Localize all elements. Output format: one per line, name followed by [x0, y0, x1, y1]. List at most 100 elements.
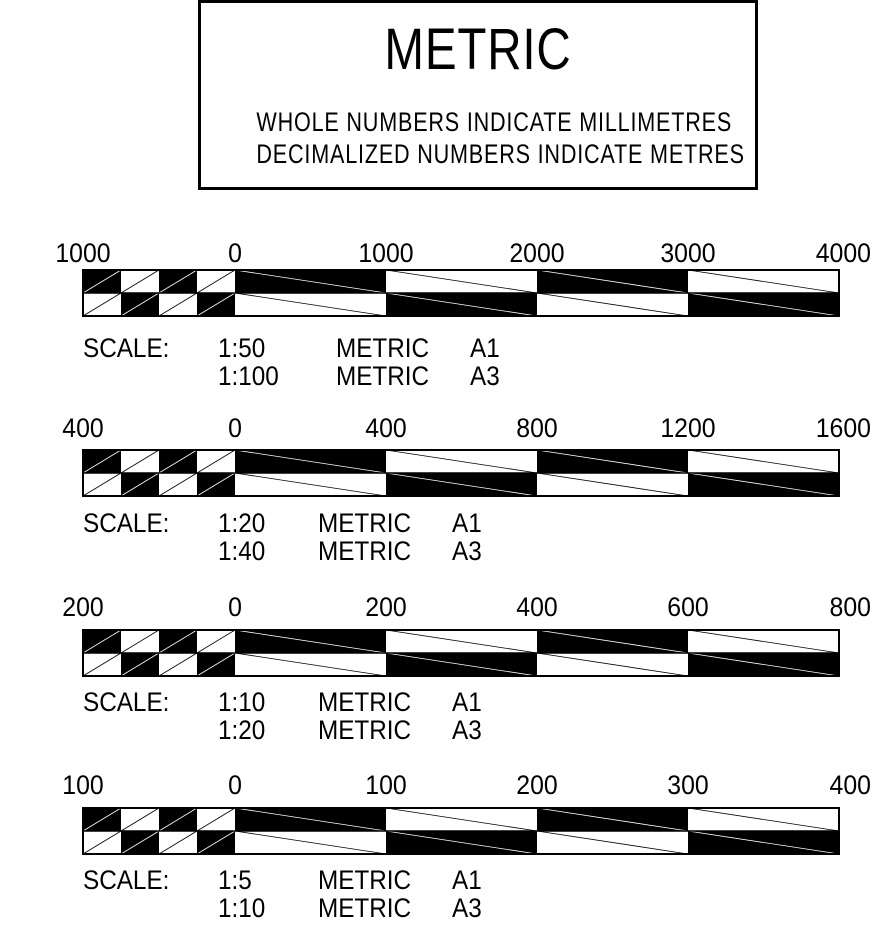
tick-label: 400 — [516, 593, 557, 622]
hatch-line — [536, 652, 689, 677]
hatch-line — [82, 807, 122, 832]
tick-label: 300 — [667, 771, 708, 800]
hatch-line — [82, 269, 122, 294]
scale-system: METRIC — [318, 716, 411, 745]
hatch-line — [158, 807, 198, 832]
tick-label: 1200 — [660, 414, 715, 443]
hatch-line — [687, 807, 840, 832]
sheet-size: A1 — [452, 866, 482, 895]
scale-label: SCALE: — [83, 866, 169, 895]
hatch-line — [536, 472, 689, 497]
scale-label: SCALE: — [83, 334, 169, 363]
scale-ratio: 1:50 — [218, 334, 265, 363]
sheet-size: A3 — [470, 362, 500, 391]
hatch-line — [687, 629, 840, 654]
hatch-line — [120, 449, 160, 474]
scale-system: METRIC — [318, 688, 411, 717]
tick-label: 400 — [830, 771, 871, 800]
hatch-line — [120, 292, 160, 317]
tick-label: 2000 — [509, 239, 564, 268]
hatch-line — [120, 629, 160, 654]
scale-system: METRIC — [336, 334, 429, 363]
tick-label: 800 — [830, 593, 871, 622]
scale-system: METRIC — [318, 537, 411, 566]
hatch-line — [687, 269, 840, 294]
hatch-line — [234, 830, 387, 855]
hatch-line — [196, 292, 236, 317]
hatch-line — [536, 269, 689, 294]
scale-label: SCALE: — [83, 688, 169, 717]
hatch-line — [82, 472, 122, 497]
hatch-line — [687, 292, 840, 317]
tick-label: 200 — [365, 593, 406, 622]
tick-label: 1000 — [358, 239, 413, 268]
sheet-size: A1 — [452, 509, 482, 538]
hatch-line — [158, 472, 198, 497]
hatch-line — [536, 292, 689, 317]
sheet-size: A3 — [452, 716, 482, 745]
header-line-millimetres: WHOLE NUMBERS INDICATE MILLIMETRES — [256, 107, 733, 137]
tick-label: 400 — [365, 414, 406, 443]
sheet-size: A1 — [452, 688, 482, 717]
hatch-line — [687, 652, 840, 677]
hatch-line — [234, 652, 387, 677]
scale-ratio: 1:20 — [218, 509, 265, 538]
hatch-line — [120, 269, 160, 294]
hatch-line — [196, 472, 236, 497]
tick-label: 1000 — [55, 239, 110, 268]
tick-label: 4000 — [816, 239, 871, 268]
tick-label: 600 — [667, 593, 708, 622]
hatch-line — [385, 269, 538, 294]
sheet-size: A3 — [452, 894, 482, 923]
hatch-line — [385, 830, 538, 855]
hatch-line — [120, 472, 160, 497]
tick-label: 100 — [62, 771, 103, 800]
tick-label: 800 — [516, 414, 557, 443]
hatch-line — [196, 807, 236, 832]
tick-label: 200 — [516, 771, 557, 800]
hatch-line — [158, 652, 198, 677]
hatch-line — [82, 449, 122, 474]
hatch-line — [234, 807, 387, 832]
hatch-line — [120, 807, 160, 832]
hatch-line — [82, 629, 122, 654]
header-title: METRIC — [384, 17, 572, 82]
scale-ratio: 1:40 — [218, 537, 265, 566]
scale-ratio: 1:10 — [218, 894, 265, 923]
tick-label: 3000 — [660, 239, 715, 268]
scale-label: SCALE: — [83, 509, 169, 538]
tick-label: 400 — [62, 414, 103, 443]
hatch-line — [196, 830, 236, 855]
hatch-line — [158, 830, 198, 855]
hatch-line — [158, 629, 198, 654]
tick-label: 0 — [228, 414, 242, 443]
scale-ratio: 1:5 — [218, 866, 252, 895]
hatch-line — [385, 472, 538, 497]
hatch-line — [196, 269, 236, 294]
tick-label: 100 — [365, 771, 406, 800]
scale-ratio: 1:10 — [218, 688, 265, 717]
tick-label: 200 — [62, 593, 103, 622]
hatch-line — [536, 807, 689, 832]
hatch-line — [385, 652, 538, 677]
hatch-line — [158, 449, 198, 474]
hatch-line — [158, 269, 198, 294]
hatch-line — [536, 830, 689, 855]
hatch-line — [234, 472, 387, 497]
scale-system: METRIC — [318, 509, 411, 538]
sheet-size: A1 — [470, 334, 500, 363]
hatch-line — [687, 449, 840, 474]
scale-system: METRIC — [318, 894, 411, 923]
hatch-line — [82, 292, 122, 317]
hatch-line — [385, 292, 538, 317]
scale-system: METRIC — [336, 362, 429, 391]
hatch-line — [196, 449, 236, 474]
hatch-line — [234, 449, 387, 474]
hatch-line — [536, 629, 689, 654]
hatch-line — [385, 629, 538, 654]
hatch-line — [385, 449, 538, 474]
hatch-line — [120, 652, 160, 677]
hatch-line — [687, 830, 840, 855]
sheet-size: A3 — [452, 537, 482, 566]
